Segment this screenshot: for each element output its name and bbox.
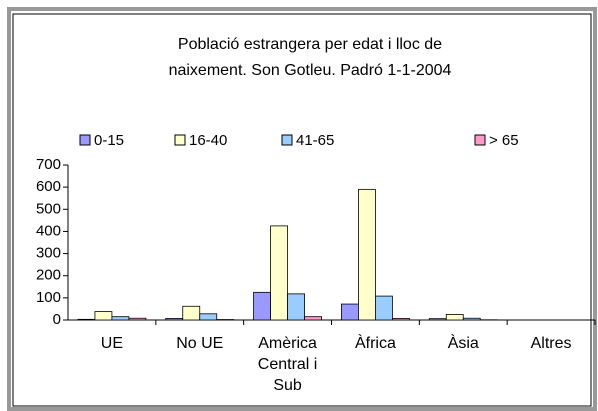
legend-label: 0-15 [94, 132, 124, 149]
y-tick-label: 100 [36, 289, 61, 306]
x-tick-label: Àfrica [354, 335, 396, 352]
bar [128, 317, 147, 321]
legend-swatch [281, 134, 293, 146]
frame-shadow [7, 7, 597, 411]
legend-swatch [79, 134, 91, 146]
legend-label: 16-40 [189, 132, 227, 149]
bar [445, 314, 464, 321]
bar [428, 318, 447, 321]
bar [375, 295, 393, 321]
y-tick-label: 400 [36, 222, 61, 239]
bar [358, 188, 376, 321]
y-tick-label: 0 [53, 311, 61, 328]
chart-frame [12, 13, 592, 407]
bar [165, 318, 184, 321]
y-tick-label: 500 [36, 200, 61, 217]
legend-label: > 65 [489, 132, 519, 149]
bar [111, 316, 130, 321]
bar [304, 316, 322, 321]
x-tick-label: Amèrica Central i Sub [257, 335, 318, 394]
bar [462, 317, 481, 321]
bar [341, 303, 359, 321]
chart-title: Població estrangera per edat i lloc de [178, 36, 442, 53]
y-tick-label: 200 [36, 267, 61, 284]
y-tick-label: 700 [36, 156, 61, 173]
bar [253, 291, 271, 321]
bar [77, 318, 96, 321]
x-tick-label: Àsia [447, 335, 479, 352]
bar [392, 318, 410, 321]
bar [270, 225, 288, 321]
bar [94, 311, 113, 321]
y-tick-label: 600 [36, 178, 61, 195]
legend-swatch [474, 134, 486, 146]
bar [287, 293, 305, 321]
x-tick-label: Altres [530, 335, 572, 352]
legend-label: 41-65 [296, 132, 334, 149]
x-tick-label: No UE [176, 335, 224, 352]
y-tick-label: 300 [36, 245, 61, 262]
chart-title: naixement. Son Gotleu. Padró 1-1-2004 [169, 62, 452, 79]
legend-swatch [174, 134, 186, 146]
x-tick-label: UE [100, 335, 124, 352]
bar [199, 313, 218, 321]
bar [182, 305, 201, 321]
